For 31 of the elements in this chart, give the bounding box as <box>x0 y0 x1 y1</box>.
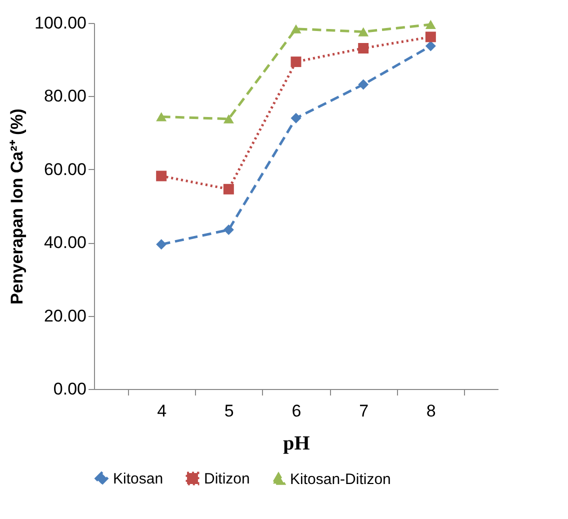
point <box>425 32 436 42</box>
point <box>358 43 369 54</box>
point <box>223 224 234 236</box>
x-tick-label: 4 <box>157 402 167 420</box>
point <box>425 40 436 52</box>
y-tick-label: 20.00 <box>44 306 86 326</box>
y-tick-label: 80.00 <box>44 86 86 106</box>
legend-label: Kitosan <box>113 470 164 488</box>
x-tick-label: 6 <box>292 402 302 420</box>
point <box>425 20 436 30</box>
x-axis-title: pH <box>283 432 310 454</box>
point <box>156 170 167 182</box>
y-tick-label: 60.00 <box>44 160 86 179</box>
legend-label: Ditizon <box>204 470 250 488</box>
y-axis-title: Penyerapan Ion Ca²⁺ (%) <box>8 108 27 304</box>
point <box>358 27 369 36</box>
point <box>358 79 369 90</box>
point <box>290 56 302 68</box>
point <box>156 239 167 250</box>
point <box>290 112 302 124</box>
legend-label: Kitosan-Ditizon <box>290 470 391 488</box>
point <box>156 112 167 122</box>
y-tick-label: 0.00 <box>53 380 86 398</box>
x-tick-label: 7 <box>359 402 369 420</box>
y-tick-label: 100.00 <box>34 14 86 32</box>
y-tick-label: 40.00 <box>44 233 86 252</box>
point <box>290 24 302 34</box>
x-tick-label: 5 <box>224 402 234 420</box>
point <box>223 184 234 194</box>
point <box>223 114 234 124</box>
x-tick-label: 8 <box>426 402 436 420</box>
